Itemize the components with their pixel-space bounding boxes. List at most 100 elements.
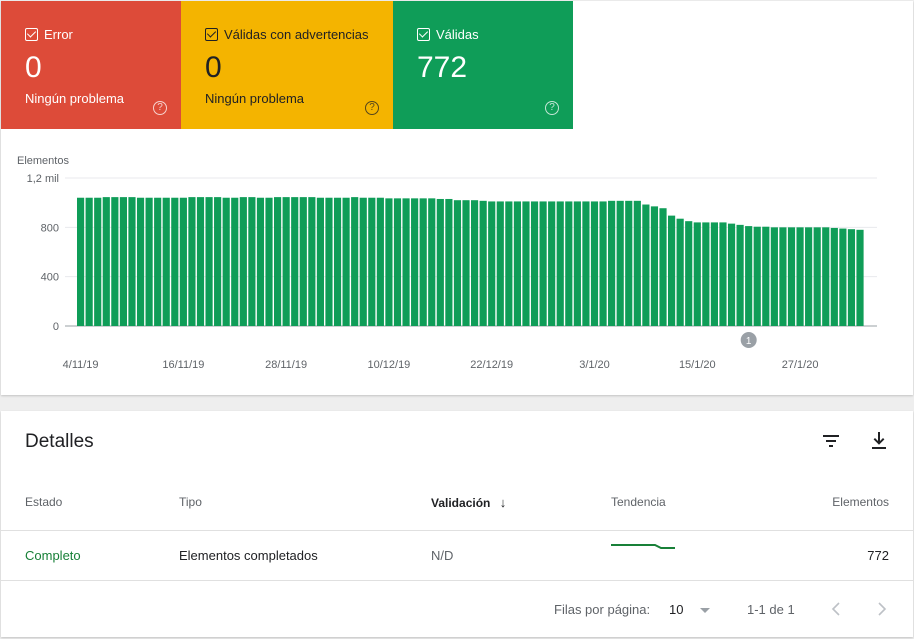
chart-bar[interactable]: [796, 227, 804, 326]
checkbox-checked-icon[interactable]: [205, 28, 218, 41]
chart-bar[interactable]: [342, 197, 350, 326]
chart-bar[interactable]: [736, 224, 744, 326]
chart-bar[interactable]: [299, 197, 307, 326]
help-icon[interactable]: ?: [365, 101, 379, 115]
help-icon[interactable]: ?: [153, 101, 167, 115]
chart-bar[interactable]: [530, 201, 539, 326]
chart-bar[interactable]: [573, 201, 581, 326]
chart-bar[interactable]: [513, 201, 521, 326]
chart-bar[interactable]: [316, 197, 324, 326]
chart-bar[interactable]: [179, 197, 187, 326]
chart-bar[interactable]: [839, 228, 847, 326]
chart-bar[interactable]: [85, 197, 93, 326]
chart-bar[interactable]: [205, 197, 213, 326]
chart-bar[interactable]: [719, 222, 727, 326]
chart-bar[interactable]: [471, 200, 479, 326]
next-page-icon[interactable]: [871, 599, 891, 619]
chart-bar[interactable]: [599, 201, 607, 326]
chart-bar[interactable]: [779, 227, 787, 326]
checkbox-checked-icon[interactable]: [417, 28, 430, 41]
chart-bar[interactable]: [659, 208, 667, 326]
chart-bar[interactable]: [702, 222, 710, 326]
chart-bar[interactable]: [762, 226, 770, 326]
chart-bar[interactable]: [359, 197, 367, 326]
chart-bar[interactable]: [522, 201, 530, 326]
chart-bar[interactable]: [770, 227, 778, 326]
chart-bar[interactable]: [505, 201, 513, 326]
chart-bar[interactable]: [308, 197, 316, 326]
chart-bar[interactable]: [676, 218, 684, 326]
chart-bar[interactable]: [479, 200, 487, 326]
chart-bar[interactable]: [393, 198, 402, 326]
tile-warnings[interactable]: Válidas con advertencias 0 Ningún proble…: [181, 1, 393, 129]
filter-icon[interactable]: [819, 429, 843, 453]
column-header-tipo[interactable]: Tipo: [179, 495, 202, 509]
chart-bar[interactable]: [548, 201, 556, 326]
chart-bar[interactable]: [650, 206, 659, 326]
chart-bar[interactable]: [291, 197, 299, 326]
chart-bar[interactable]: [633, 200, 641, 326]
chart-bar[interactable]: [368, 197, 376, 326]
previous-page-icon[interactable]: [827, 599, 847, 619]
chart-bar[interactable]: [222, 197, 230, 326]
chart-bar[interactable]: [214, 197, 222, 326]
chart-bar[interactable]: [693, 222, 701, 326]
chart-bar[interactable]: [162, 197, 170, 326]
chart-bar[interactable]: [856, 229, 864, 326]
chart-bar[interactable]: [556, 201, 564, 326]
tile-valid[interactable]: Válidas 772 ?: [393, 1, 573, 129]
chart-bar[interactable]: [616, 200, 624, 326]
chart-bar[interactable]: [385, 198, 393, 326]
chart-bar[interactable]: [196, 197, 205, 326]
chart-bar[interactable]: [727, 223, 736, 326]
chart-bar[interactable]: [376, 197, 384, 326]
chart-bar[interactable]: [625, 200, 633, 326]
chart-bar[interactable]: [239, 197, 247, 326]
chart-bar[interactable]: [402, 198, 410, 326]
chart-bar[interactable]: [188, 197, 196, 326]
chart-bar[interactable]: [94, 197, 102, 326]
tile-error[interactable]: Error 0 Ningún problema ?: [1, 1, 181, 129]
chart-bar[interactable]: [453, 200, 462, 326]
chart-bar[interactable]: [265, 197, 273, 326]
chart-bar[interactable]: [787, 227, 796, 326]
chart-bar[interactable]: [539, 201, 547, 326]
chart-bar[interactable]: [351, 197, 359, 326]
chart-bar[interactable]: [325, 197, 333, 326]
chart-bar[interactable]: [582, 201, 590, 326]
column-header-tendencia[interactable]: Tendencia: [611, 495, 666, 509]
chart-bar[interactable]: [145, 197, 153, 326]
chart-bar[interactable]: [419, 198, 427, 326]
chart-bar[interactable]: [136, 197, 145, 326]
chart-bar[interactable]: [102, 197, 110, 326]
cell-estado[interactable]: Completo: [25, 548, 81, 563]
chart-bar[interactable]: [822, 227, 830, 326]
chart-bar[interactable]: [753, 226, 761, 326]
chart-bar[interactable]: [248, 197, 256, 326]
chart-bar[interactable]: [445, 198, 453, 326]
chart-bar[interactable]: [411, 198, 419, 326]
checkbox-checked-icon[interactable]: [25, 28, 38, 41]
chart-bar[interactable]: [119, 197, 127, 326]
chart-bar[interactable]: [813, 227, 821, 326]
chart-bar[interactable]: [171, 197, 179, 326]
chart-bar[interactable]: [805, 227, 813, 326]
chart-bar[interactable]: [608, 200, 616, 326]
rows-per-page-select[interactable]: 10: [669, 602, 710, 617]
annotation-marker[interactable]: 1: [740, 332, 757, 348]
download-icon[interactable]: [867, 429, 891, 453]
chart-bar[interactable]: [488, 201, 496, 326]
chart-bar[interactable]: [128, 197, 136, 326]
column-header-estado[interactable]: Estado: [25, 495, 63, 509]
chart-bar[interactable]: [282, 197, 290, 326]
chart-bar[interactable]: [685, 221, 693, 326]
help-icon[interactable]: ?: [545, 101, 559, 115]
chart-bar[interactable]: [590, 201, 599, 326]
chart-bar[interactable]: [745, 226, 753, 326]
chart-bar[interactable]: [565, 201, 573, 326]
chart-bar[interactable]: [231, 197, 239, 326]
chart-bar[interactable]: [847, 229, 856, 326]
chart-bar[interactable]: [77, 197, 85, 326]
chart-bar[interactable]: [154, 197, 162, 326]
chart-bar[interactable]: [436, 198, 444, 326]
